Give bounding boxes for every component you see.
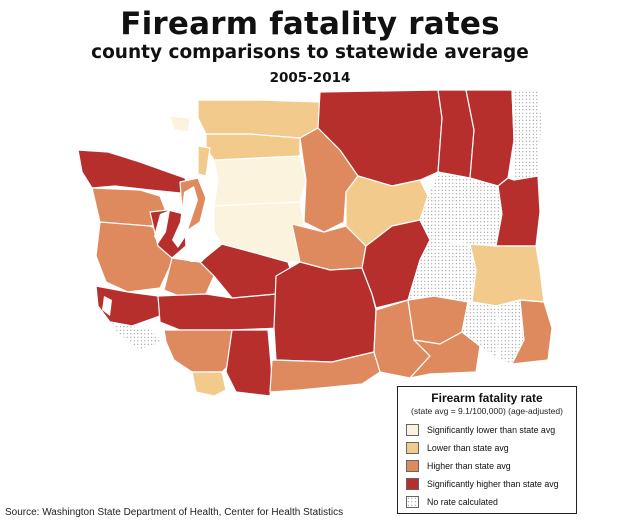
page-subtitle: county comparisons to statewide average [91, 42, 529, 63]
county-san-juan [169, 115, 191, 133]
county-asotin [511, 299, 553, 365]
legend-label: No rate calculated [427, 497, 498, 507]
legend-item-significantly-lower: Significantly lower than state avg [406, 423, 555, 437]
legend-label: Significantly higher than state avg [427, 479, 559, 489]
map-legend: Firearm fatality rate (state avg = 9.1/1… [397, 386, 577, 514]
county-whatcom [197, 99, 321, 139]
county-skagit [205, 133, 301, 161]
hood-canal-water [154, 210, 170, 244]
county-skamania [225, 329, 273, 397]
county-wahkiakum [109, 321, 165, 351]
legend-item-lower: Lower than state avg [406, 441, 509, 455]
page-title: Firearm fatality rates [120, 6, 500, 42]
legend-label: Lower than state avg [427, 443, 509, 453]
county-whitman [469, 243, 545, 307]
legend-label: Significantly lower than state avg [427, 425, 556, 435]
legend-item-significantly-higher: Significantly higher than state avg [406, 477, 559, 491]
legend-title: Firearm fatality rate [431, 391, 543, 405]
legend-swatch [406, 460, 419, 472]
county-pacific [95, 285, 161, 327]
time-period: 2005-2014 [269, 70, 351, 86]
legend-label: Higher than state avg [427, 461, 511, 471]
county-clark [191, 371, 227, 397]
county-island [197, 145, 211, 177]
county-clallam [77, 149, 191, 195]
south-sound-water [186, 244, 210, 262]
county-stevens [465, 89, 515, 187]
county-yakima [273, 261, 377, 363]
county-snohomish [213, 155, 307, 207]
legend-item-higher: Higher than state avg [406, 459, 511, 473]
legend-swatch [406, 424, 419, 436]
county-walla-walla [409, 331, 481, 379]
county-spokane [495, 175, 541, 247]
county-pend-oreille [511, 89, 543, 181]
legend-note: (state avg = 9.1/100,000) (age-adjusted) [411, 406, 563, 416]
puget-sound-water [172, 186, 198, 248]
source-note: Source: Washington State Department of H… [5, 507, 344, 518]
legend-swatch [406, 478, 419, 490]
county-cowlitz [163, 329, 235, 373]
county-lewis [157, 293, 283, 331]
legend-swatch [406, 442, 419, 454]
legend-swatch-dotted [406, 496, 419, 508]
county-klickitat [269, 351, 381, 393]
willapa-bay-water [102, 296, 112, 316]
legend-item-no-rate: No rate calculated [406, 495, 498, 509]
